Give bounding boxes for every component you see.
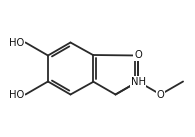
Text: NH: NH [130, 76, 145, 86]
Text: HO: HO [9, 38, 24, 48]
Text: O: O [134, 51, 142, 61]
Text: HO: HO [9, 89, 24, 99]
Text: O: O [157, 89, 164, 99]
